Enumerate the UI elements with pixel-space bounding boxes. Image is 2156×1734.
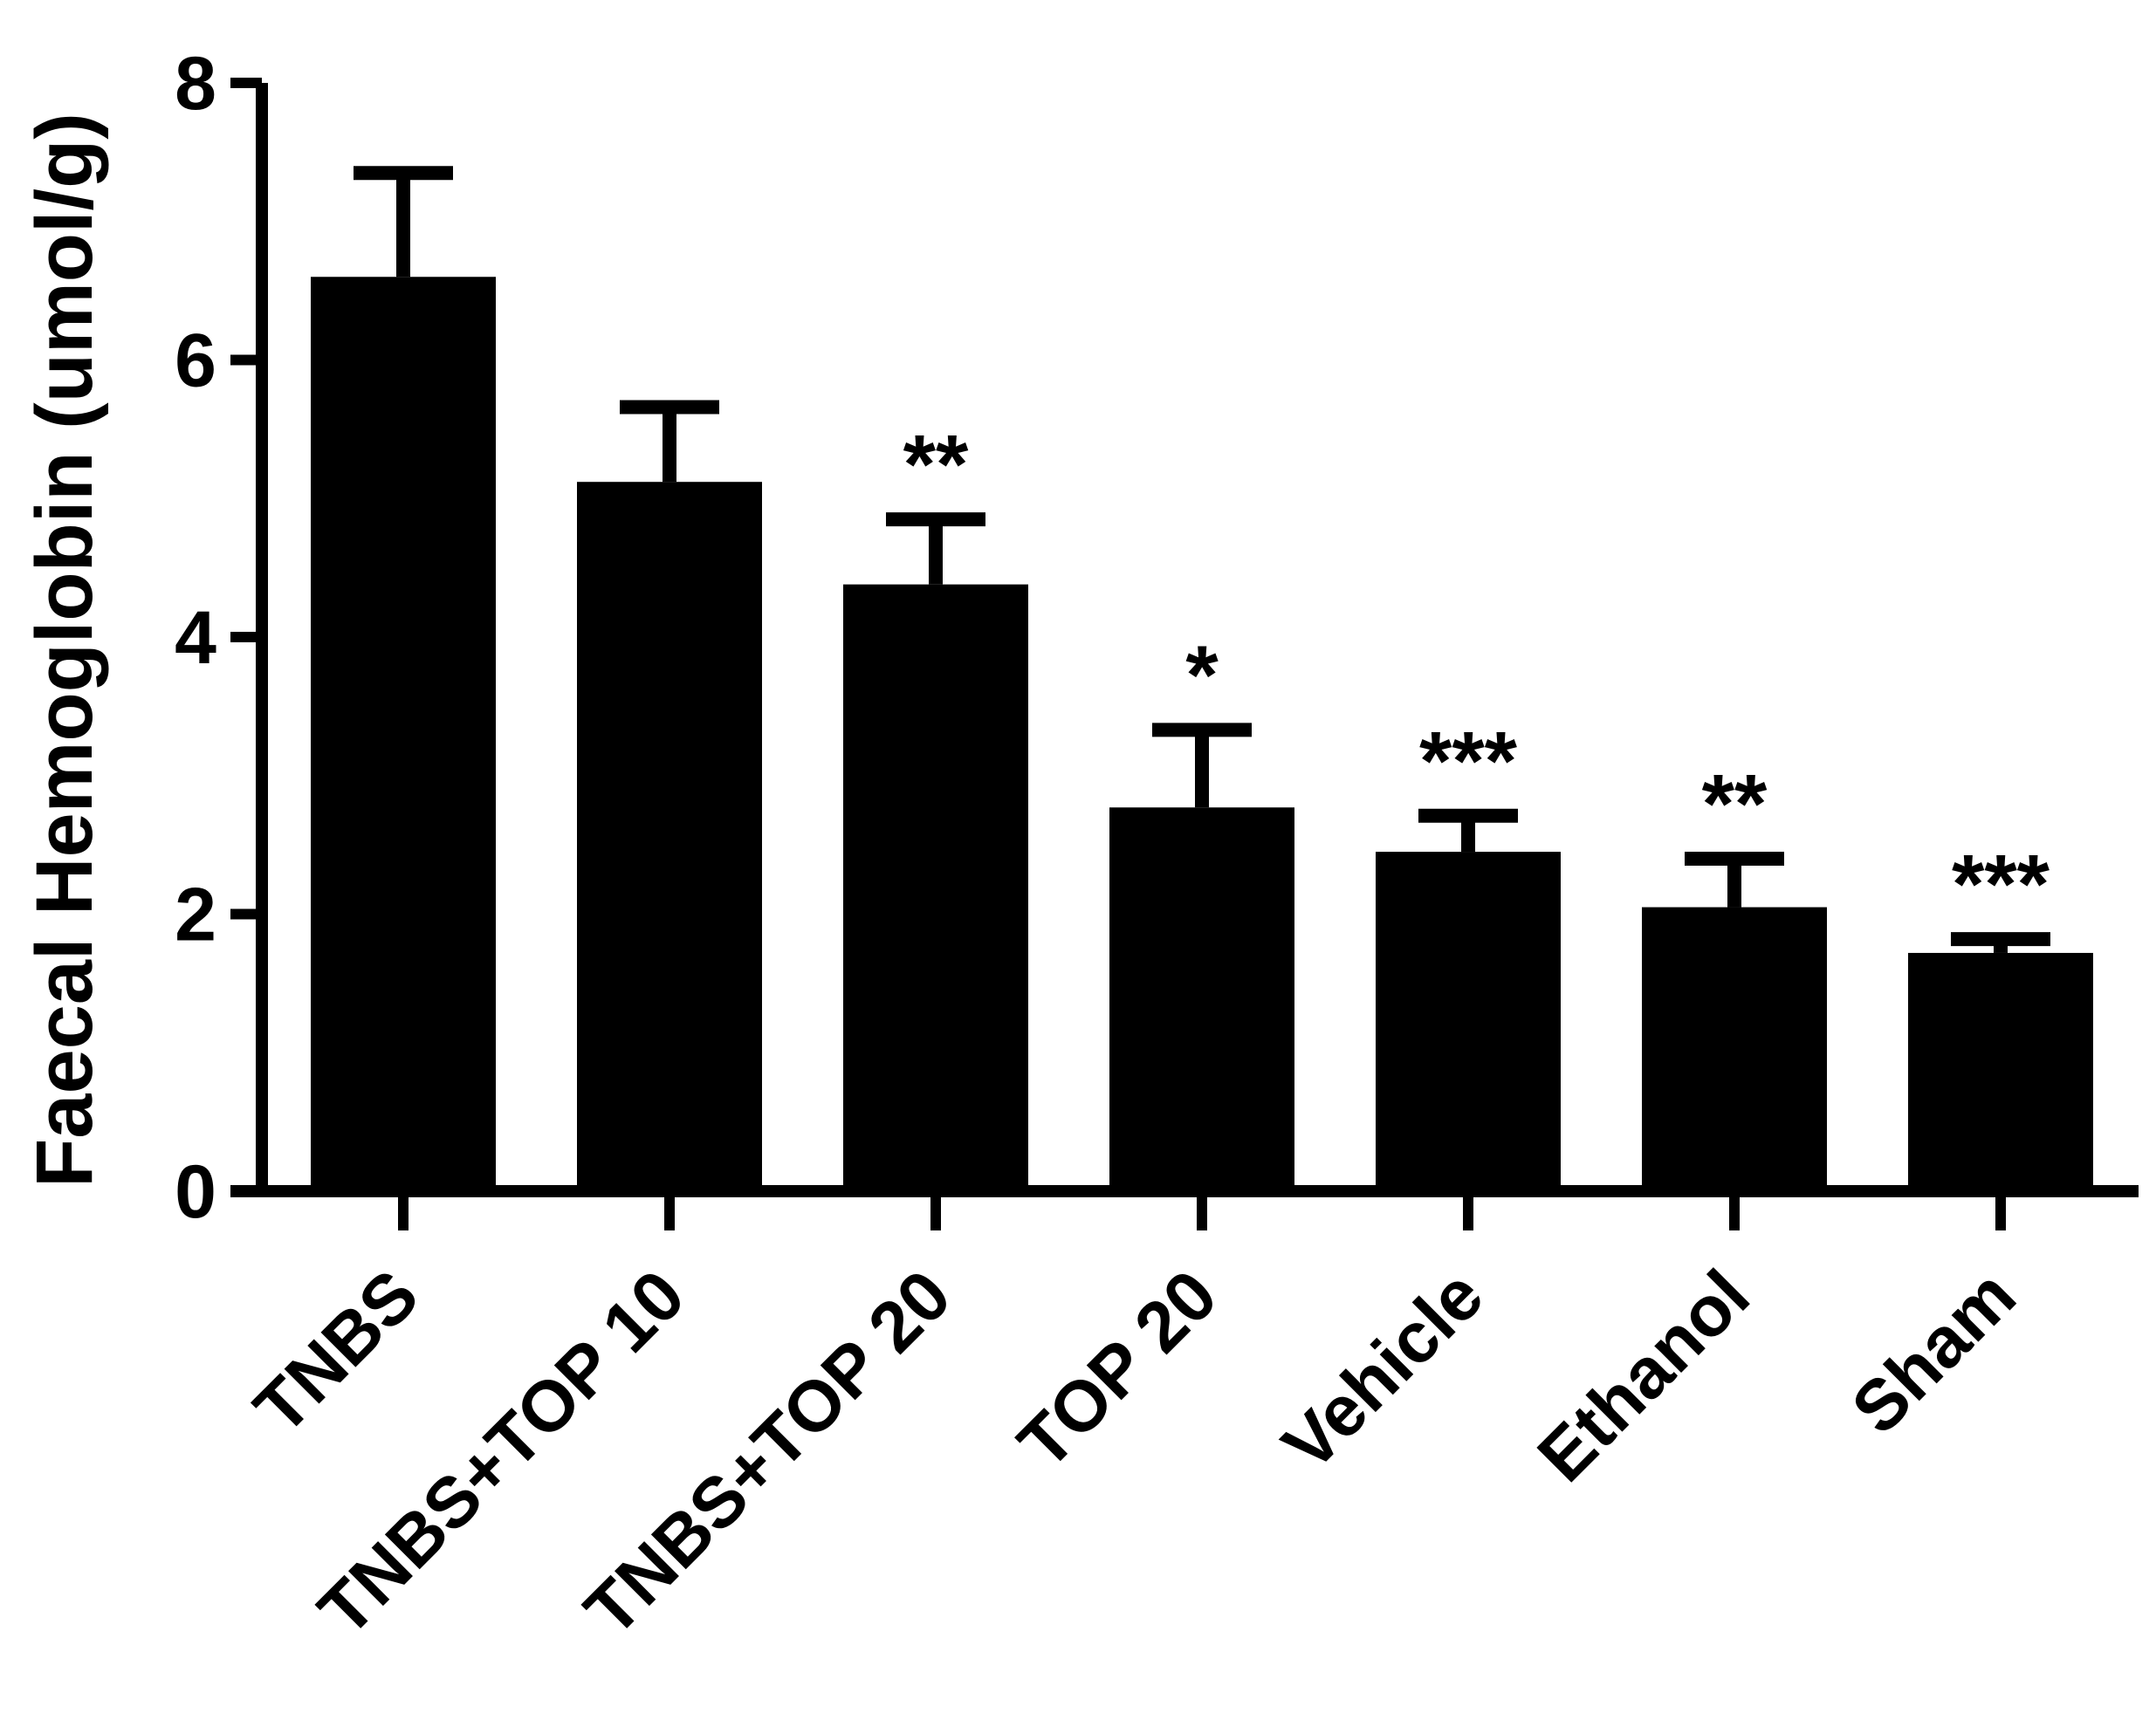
y-tick-label: 6 <box>175 319 216 403</box>
bar-sham <box>1908 952 2093 1191</box>
bar-tnbs <box>311 277 496 1191</box>
y-tick-label: 4 <box>175 596 216 680</box>
bar-ethanol <box>1642 907 1827 1191</box>
bar-tnbs-top-10 <box>577 482 762 1191</box>
significance-label: * <box>1185 628 1219 722</box>
y-tick-label: 2 <box>175 874 216 957</box>
bar-top-20 <box>1109 807 1294 1191</box>
x-category-label: Vehicle <box>1268 1255 1499 1485</box>
y-tick-label: 8 <box>175 42 216 126</box>
y-axis-title: Faecal Hemoglobin (umol/g) <box>20 113 109 1188</box>
x-category-label: TOP 20 <box>1004 1255 1232 1484</box>
x-category-label: Ethanol <box>1523 1255 1765 1497</box>
significance-label: *** <box>1952 838 2050 931</box>
bar-tnbs-top-20 <box>843 584 1028 1191</box>
x-category-label: TNBS <box>240 1255 434 1449</box>
x-category-label: Sham <box>1837 1255 2030 1449</box>
bar-vehicle <box>1376 852 1561 1191</box>
significance-label: ** <box>1702 757 1768 851</box>
significance-label: ** <box>903 418 969 511</box>
significance-label: *** <box>1419 715 1518 808</box>
y-tick-label: 0 <box>175 1150 216 1234</box>
